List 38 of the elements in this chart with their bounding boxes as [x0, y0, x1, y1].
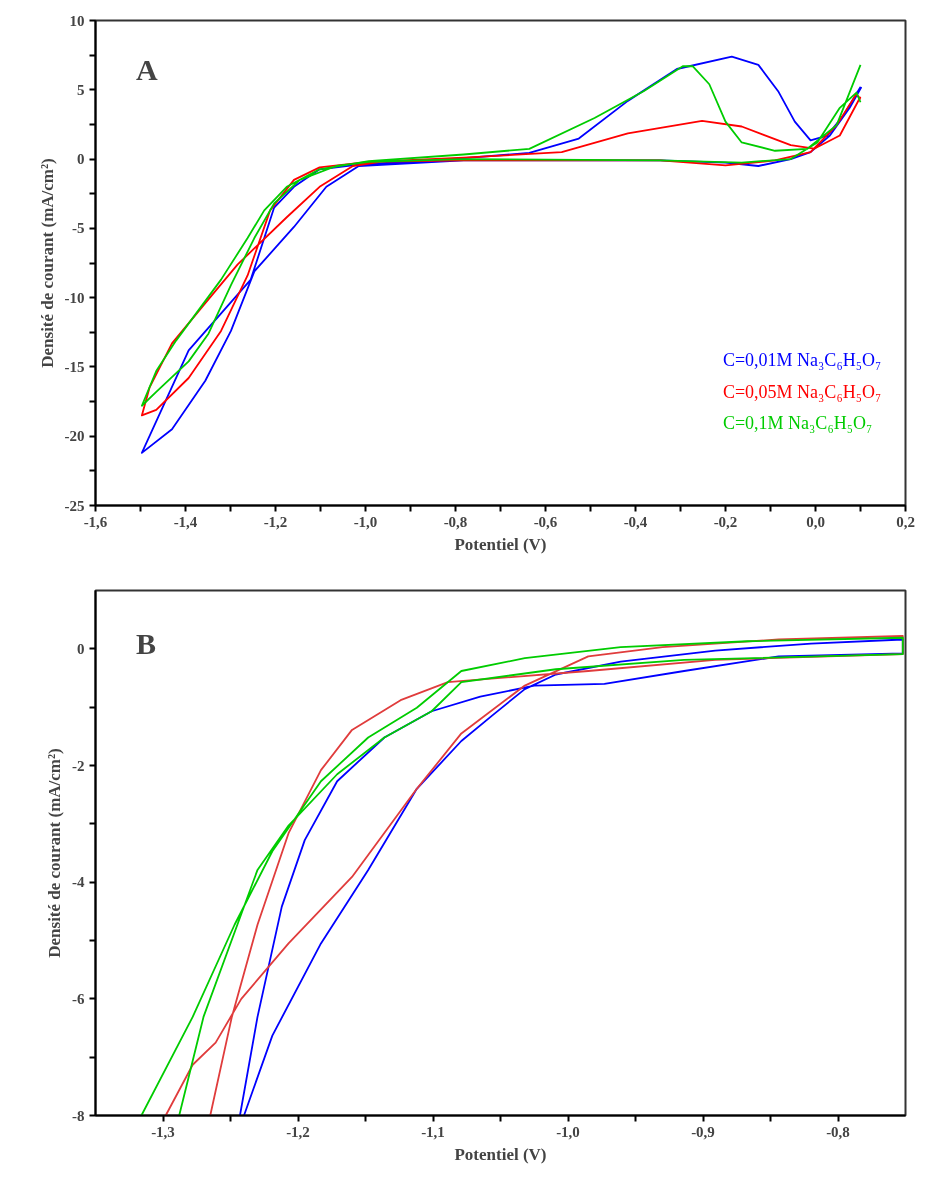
y-tick-label: -4	[72, 874, 85, 891]
x-tick-label: -0,8	[443, 513, 468, 530]
annotation: A	[136, 52, 158, 86]
text: C=0,1M Na₃C₆H₅O₇	[722, 413, 873, 434]
x-axis-title: Potentiel (V)	[454, 1144, 547, 1164]
y-tick-label: -2	[72, 757, 85, 774]
x-tick-label: 0,0	[806, 513, 825, 530]
x-tick-label: -1,6	[83, 513, 108, 530]
y-axis-title: Densité de courant (mA/cm²)	[45, 748, 64, 958]
x-tick-label: -1,2	[263, 513, 288, 530]
text: C=0,01M Na₃C₆H₅O₇	[722, 350, 882, 370]
x-tick-label: -1,1	[421, 1123, 445, 1140]
x-tick-label: -0,6	[533, 513, 558, 530]
x-tick-label: -1,0	[556, 1123, 580, 1140]
x-tick-label: -1,4	[173, 513, 198, 530]
y-tick-label: -10	[64, 289, 85, 306]
text: C=0,05M Na₃C₆H₅O₇	[722, 381, 882, 402]
y-tick-label: -6	[72, 990, 85, 1007]
y-tick-label: -25	[64, 497, 85, 514]
y-axis-title: Densité de courant (mA/cm²)	[37, 158, 57, 368]
x-tick-label: -0,8	[826, 1123, 850, 1140]
y-tick-label: 0	[77, 640, 85, 657]
y-tick-label: -15	[64, 358, 85, 375]
x-tick-label: 0,2	[896, 513, 915, 530]
y-tick-label: 0	[77, 151, 85, 168]
x-tick-label: -1,2	[286, 1123, 310, 1140]
x-tick-label: -0,9	[691, 1123, 715, 1140]
x-tick-label: -0,2	[713, 513, 738, 530]
y-tick-label: -5	[72, 220, 85, 237]
y-tick-label: 10	[69, 12, 85, 29]
y-tick-label: -8	[72, 1107, 85, 1124]
x-axis-title: Potentiel (V)	[454, 534, 547, 554]
x-tick-label: -1,3	[151, 1123, 175, 1140]
y-tick-label: -20	[64, 428, 85, 445]
x-tick-label: -0,4	[623, 513, 648, 530]
x-tick-label: -1,0	[353, 513, 378, 530]
annotation: B	[136, 626, 157, 660]
y-tick-label: 5	[77, 81, 85, 98]
